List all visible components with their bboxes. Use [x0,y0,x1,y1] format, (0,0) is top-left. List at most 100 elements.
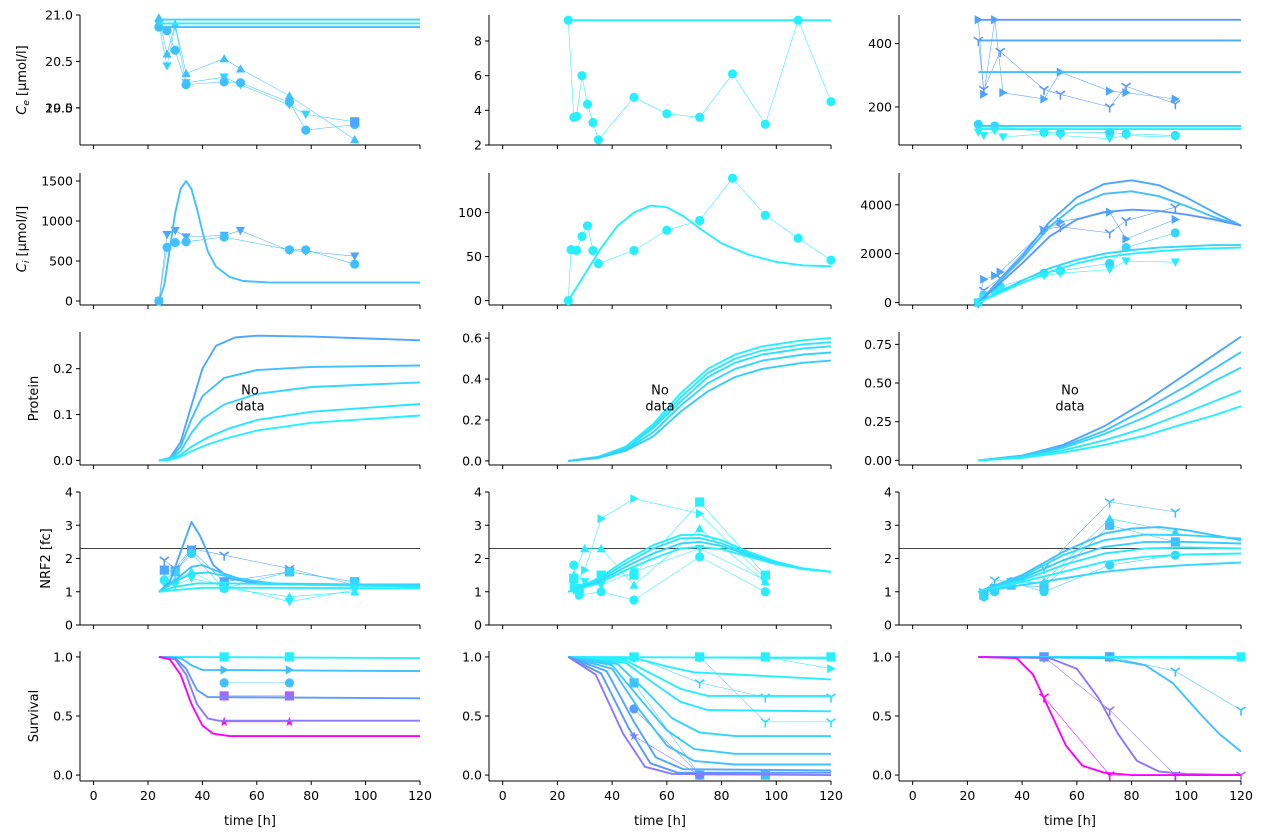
panel-r0c1-data-point-0-11 [760,119,770,129]
panel-r4c2-ytick-label-1: 0.5 [872,709,892,724]
panel-r1c1-data-point-0-7 [629,245,639,256]
panel-r0c1-data-point-0-4 [582,99,593,109]
panel-r0c2-data-point-1-6 [1121,82,1132,92]
panel-r3c1-ytick-label-4: 4 [474,485,482,500]
panel-r4c1-xtick-label-4: 80 [714,788,730,803]
panel-r0c0-ytick-label-2: 20.5 [45,54,73,69]
panel-r0c1-data-point-0-8 [662,109,672,119]
panel-r0c2-data-point-1-4 [1055,90,1066,100]
panel-r0c0-data-point-2-6 [284,97,295,107]
panel-r3c2-ytick-label-2: 2 [884,551,892,566]
panel-r1c0-data-point-1-4 [219,232,229,242]
panel-r4c0-xtick-label-5: 100 [354,788,378,803]
panel-r1c0-data-point-1-3 [181,237,191,247]
panel-r1c2-model-line-1 [977,190,1242,304]
panel-r2c1-no-data-label-0: No [651,384,669,399]
panel-r1c0-data-point-0-5 [235,226,246,236]
panel-r4c0-data-point-3-1 [284,691,295,701]
panel-r4c1-xtick-label-1: 20 [549,788,565,803]
panel-r4c2-data-link-3 [1043,656,1241,776]
panel-r1c0-data-point-0-8 [350,252,360,261]
panel-r1c0-data-point-1-5 [284,245,295,255]
panel-r0c0-data-point-0-6 [284,91,295,100]
panel-r1c1-data-point-0-9 [695,215,705,226]
panel-r4c0-data-point-3-0 [219,691,229,701]
panel-r4c1-ytick-label-2: 1.0 [462,649,482,664]
panel-r4c2-data-point-2-2 [1235,706,1247,716]
panel-r2c0-model-line-0 [158,334,421,462]
panel-r1c2-data-point-0-1 [980,274,989,284]
panel-r1c2-data-point-0-2 [991,271,1000,281]
panel-r3c2-data-point-3-5 [1170,527,1180,536]
panel-r0c2-data-point-3-0 [973,128,983,137]
panel-r2c0-model-line-3 [158,403,421,462]
panel-r0c2-data-point-2-0 [973,119,983,129]
panel-r4c0-xtick-label-0: 0 [90,788,98,803]
panel-r3c1-data-point-3-4 [695,552,705,562]
panel-r0c1-ytick-label-3: 8 [474,34,482,49]
panel-r1c2-model-line-4 [977,246,1242,304]
panel-r2c0-no-data-label-0: No [241,384,259,399]
panel-r0c1-data-point-0-9 [695,112,705,122]
panel-r0c1-data-point-0-7 [629,92,639,102]
panel-r4c0-xtick-label-4: 80 [303,788,319,803]
panel-r0c2-data-point-3-7 [1121,131,1131,141]
panel-r3c0-ytick-label-0: 0 [65,618,73,633]
panel-r3c0-ytick-label-4: 4 [65,485,73,500]
panel-r1c2-data-point-1-7 [1170,203,1181,213]
panel-r2c1-ytick-label-1: 0.2 [462,412,482,427]
panel-r0c2-data-point-3-4 [1039,130,1049,139]
panel-r3c1-data-point-1-4 [695,509,705,519]
panel-r4c0-model-line-3 [158,655,420,722]
panel-r0c1-ytick-label-1: 4 [474,103,482,118]
panel-r3c1-data-point-0-4 [695,497,705,507]
panel-r0c0-data-point-3-0 [350,117,360,127]
panel-r3c0-data-point-2-4 [284,567,295,577]
panel-r4c1-model-line-5 [568,655,831,755]
panel-r1c1-data-point-0-11 [760,210,770,220]
panel-r0c0-data-point-2-3 [181,80,191,90]
panel-r4c2-xtick-label-1: 20 [959,788,975,803]
panel-r1c0-model-line-0 [157,180,420,302]
panel-r1c1-data-point-0-6 [593,259,604,269]
panel-r2c2-model-line-4 [978,405,1242,462]
panel-r3c1-data-point-1-2 [597,514,606,524]
panel-r2c1-ytick-label-0: 0.0 [462,453,482,468]
panel-r0c2-data-point-3-8 [1170,133,1180,142]
panel-r1c2-data-point-0-3 [996,267,1005,277]
panel-r1c0-ytick-label-0: 0 [65,294,73,309]
panel-r1c2-data-point-2-6 [1105,258,1115,269]
panel-r4c2-model-line-2 [978,655,1242,753]
panel-r3c1-data-point-4-1 [580,578,590,587]
ylabel-nrf2: NRF2 [fc] [39,528,54,589]
panel-r4c1-model-line-2 [568,655,831,697]
panel-r0c1-data-point-0-5 [588,117,598,128]
panel-r3c1-data-link-4 [573,548,766,591]
panel-r3c0-data-point-1-3 [219,551,230,561]
panel-r3c2-model-line-1 [977,533,1242,593]
panel-r1c2-model-line-0 [977,179,1242,304]
panel-r3c2-data-point-0-5 [1170,508,1181,518]
panel-r3c1-data-point-3-5 [760,587,770,597]
panel-r0c0-data-link-0 [158,17,355,140]
panel-r3c2-model-line-5 [978,561,1242,593]
panel-r4c1-model-line-6 [568,655,831,766]
panel-r1c1-data-point-0-4 [582,221,593,231]
panel-r0c1-data-point-0-6 [593,135,604,145]
panel-r1c2-data-point-2-8 [1170,228,1180,238]
panel-r4c1-model-line-4 [568,655,831,738]
panel-r4c1-data-link-5 [633,708,700,776]
panel-r3c0-data-point-4-4 [284,592,295,601]
panel-r4c0-model-line-4 [158,655,420,738]
panel-r0c1-data-link-0 [568,19,832,141]
panel-r2c0-ytick-label-1: 0.1 [53,407,73,422]
panel-r4c1-model-line-3 [568,655,832,713]
panel-r1c1-data-point-0-3 [577,231,587,241]
panel-r3c1-data-point-2-3 [629,580,639,589]
panel-r0c0-data-point-2-5 [235,78,246,88]
panel-r0c0-data-point-0-5 [235,64,246,73]
panel-r4c1-xtick-label-0: 0 [499,788,507,803]
panel-r0c2-data-point-0-4 [1040,94,1049,104]
panel-r3c0-ytick-label-2: 2 [65,551,73,566]
panel-r1c0-ytick-label-1: 500 [49,254,73,269]
